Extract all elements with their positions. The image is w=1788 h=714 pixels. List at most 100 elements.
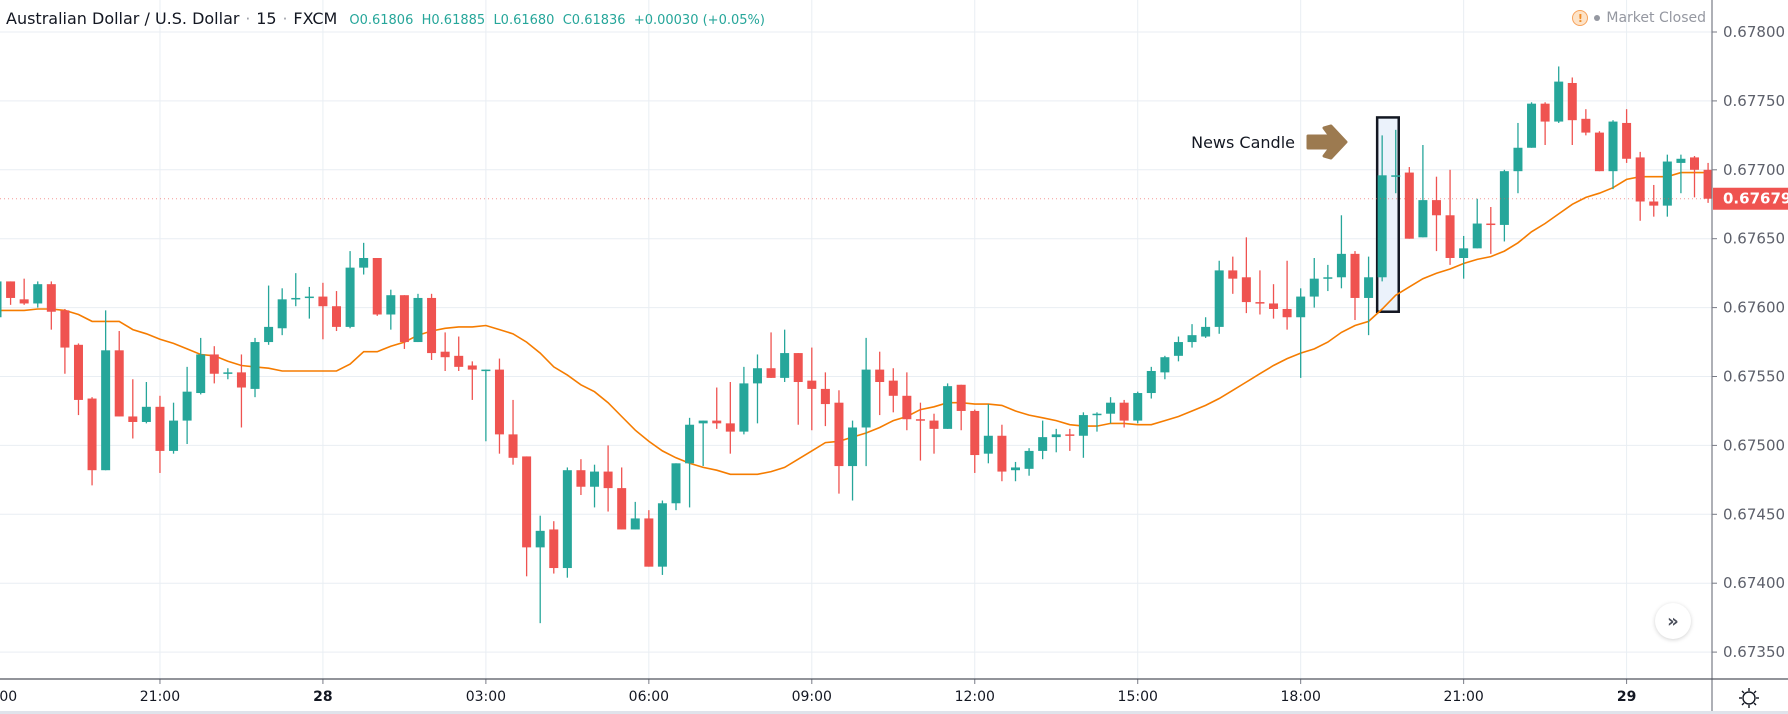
candle-bullish[interactable] bbox=[1513, 122, 1523, 194]
candle-bearish[interactable] bbox=[1282, 260, 1292, 330]
candle-bearish[interactable] bbox=[128, 379, 138, 439]
candle-bullish[interactable] bbox=[943, 383, 953, 429]
candle-bearish[interactable] bbox=[318, 282, 328, 340]
candle-bearish[interactable] bbox=[1241, 237, 1251, 314]
candle-bearish[interactable] bbox=[440, 332, 450, 371]
candle-bearish[interactable] bbox=[73, 343, 83, 416]
candle-bullish[interactable] bbox=[1336, 215, 1346, 289]
candle-bullish[interactable] bbox=[277, 288, 287, 336]
candle-bullish[interactable] bbox=[345, 251, 355, 329]
candle-bearish[interactable] bbox=[712, 387, 722, 429]
candle-bearish[interactable] bbox=[1635, 151, 1645, 221]
candle-bullish[interactable] bbox=[250, 337, 260, 398]
candle-bearish[interactable] bbox=[603, 445, 613, 512]
candle-bearish[interactable] bbox=[209, 346, 219, 384]
candle-bullish[interactable] bbox=[359, 242, 369, 275]
candle-bullish[interactable] bbox=[1146, 366, 1156, 399]
candle-bullish[interactable] bbox=[0, 280, 2, 321]
candle-bearish[interactable] bbox=[46, 281, 56, 330]
candle-bullish[interactable] bbox=[780, 329, 790, 383]
candle-bearish[interactable] bbox=[6, 281, 16, 305]
candle-bearish[interactable] bbox=[494, 358, 504, 454]
candle-bullish[interactable] bbox=[1092, 412, 1102, 432]
candle-bearish[interactable] bbox=[522, 456, 532, 577]
candle-bullish[interactable] bbox=[671, 463, 681, 511]
candle-bullish[interactable] bbox=[1527, 102, 1537, 148]
candle-bearish[interactable] bbox=[997, 424, 1007, 482]
candle-bearish[interactable] bbox=[929, 413, 939, 454]
candle-bearish[interactable] bbox=[617, 467, 627, 530]
candle-bullish[interactable] bbox=[1187, 324, 1197, 348]
candle-bearish[interactable] bbox=[399, 295, 409, 349]
candle-bullish[interactable] bbox=[264, 285, 274, 345]
candle-bullish[interactable] bbox=[1377, 135, 1387, 282]
candle-bearish[interactable] bbox=[820, 372, 830, 427]
candle-bearish[interactable] bbox=[19, 278, 29, 305]
candle-bullish[interactable] bbox=[752, 354, 762, 424]
candle-bearish[interactable] bbox=[725, 382, 735, 454]
candle-bearish[interactable] bbox=[1486, 207, 1496, 254]
candle-bearish[interactable] bbox=[1622, 109, 1632, 163]
candle-bearish[interactable] bbox=[834, 390, 844, 494]
candle-bullish[interactable] bbox=[861, 337, 871, 467]
chart-settings-button[interactable] bbox=[1737, 686, 1761, 710]
candle-bearish[interactable] bbox=[1065, 428, 1075, 451]
candle-bullish[interactable] bbox=[1024, 448, 1034, 476]
candle-bullish[interactable] bbox=[304, 286, 314, 319]
candle-bullish[interactable] bbox=[1201, 317, 1211, 338]
candle-bullish[interactable] bbox=[1499, 169, 1509, 242]
candle-bullish[interactable] bbox=[739, 366, 749, 435]
candle-bearish[interactable] bbox=[902, 372, 912, 431]
candle-bullish[interactable] bbox=[1676, 154, 1686, 194]
candle-bearish[interactable] bbox=[1540, 102, 1550, 145]
candle-bearish[interactable] bbox=[549, 521, 559, 574]
candle-bearish[interactable] bbox=[644, 510, 654, 567]
candle-bullish[interactable] bbox=[1160, 355, 1170, 380]
candle-bullish[interactable] bbox=[848, 420, 858, 501]
candle-bullish[interactable] bbox=[223, 368, 233, 380]
candle-bearish[interactable] bbox=[372, 257, 382, 316]
candle-bearish[interactable] bbox=[427, 293, 437, 360]
candle-bearish[interactable] bbox=[1228, 256, 1238, 294]
candle-bullish[interactable] bbox=[33, 281, 43, 308]
candle-bullish[interactable] bbox=[169, 402, 179, 454]
candle-bearish[interactable] bbox=[875, 351, 885, 416]
candle-bullish[interactable] bbox=[1078, 412, 1088, 458]
candle-bearish[interactable] bbox=[576, 459, 586, 496]
candle-bearish[interactable] bbox=[1119, 399, 1129, 428]
candle-bearish[interactable] bbox=[1567, 77, 1577, 145]
candle-bullish[interactable] bbox=[1106, 397, 1116, 424]
candle-bullish[interactable] bbox=[1662, 154, 1672, 217]
candle-bullish[interactable] bbox=[1554, 66, 1564, 123]
candle-bearish[interactable] bbox=[1431, 176, 1441, 252]
candle-bearish[interactable] bbox=[236, 354, 246, 428]
candle-bullish[interactable] bbox=[1472, 198, 1482, 249]
candle-bearish[interactable] bbox=[915, 402, 925, 461]
candle-bullish[interactable] bbox=[1133, 391, 1143, 424]
candle-bullish[interactable] bbox=[1011, 461, 1020, 482]
candle-bullish[interactable] bbox=[1418, 144, 1428, 238]
candle-bearish[interactable] bbox=[508, 399, 518, 465]
candle-bullish[interactable] bbox=[182, 366, 192, 445]
candle-bullish[interactable] bbox=[413, 293, 423, 343]
candle-bullish[interactable] bbox=[1038, 420, 1048, 460]
candle-bearish[interactable] bbox=[1445, 169, 1455, 265]
candle-bullish[interactable] bbox=[1608, 120, 1618, 190]
candle-bullish[interactable] bbox=[590, 464, 600, 508]
candle-bearish[interactable] bbox=[454, 336, 464, 371]
candle-bullish[interactable] bbox=[101, 310, 111, 471]
candle-bearish[interactable] bbox=[970, 409, 980, 473]
candle-bearish[interactable] bbox=[467, 361, 477, 400]
candle-bullish[interactable] bbox=[386, 289, 396, 330]
candle-bullish[interactable] bbox=[983, 404, 993, 464]
candle-bullish[interactable] bbox=[1309, 257, 1319, 308]
candle-bullish[interactable] bbox=[1173, 336, 1183, 362]
candle-bearish[interactable] bbox=[1255, 270, 1265, 315]
candle-bearish[interactable] bbox=[332, 291, 341, 332]
candle-bearish[interactable] bbox=[60, 308, 70, 374]
candle-bullish[interactable] bbox=[685, 417, 695, 508]
candle-bearish[interactable] bbox=[888, 368, 898, 413]
candle-bearish[interactable] bbox=[1350, 251, 1360, 321]
